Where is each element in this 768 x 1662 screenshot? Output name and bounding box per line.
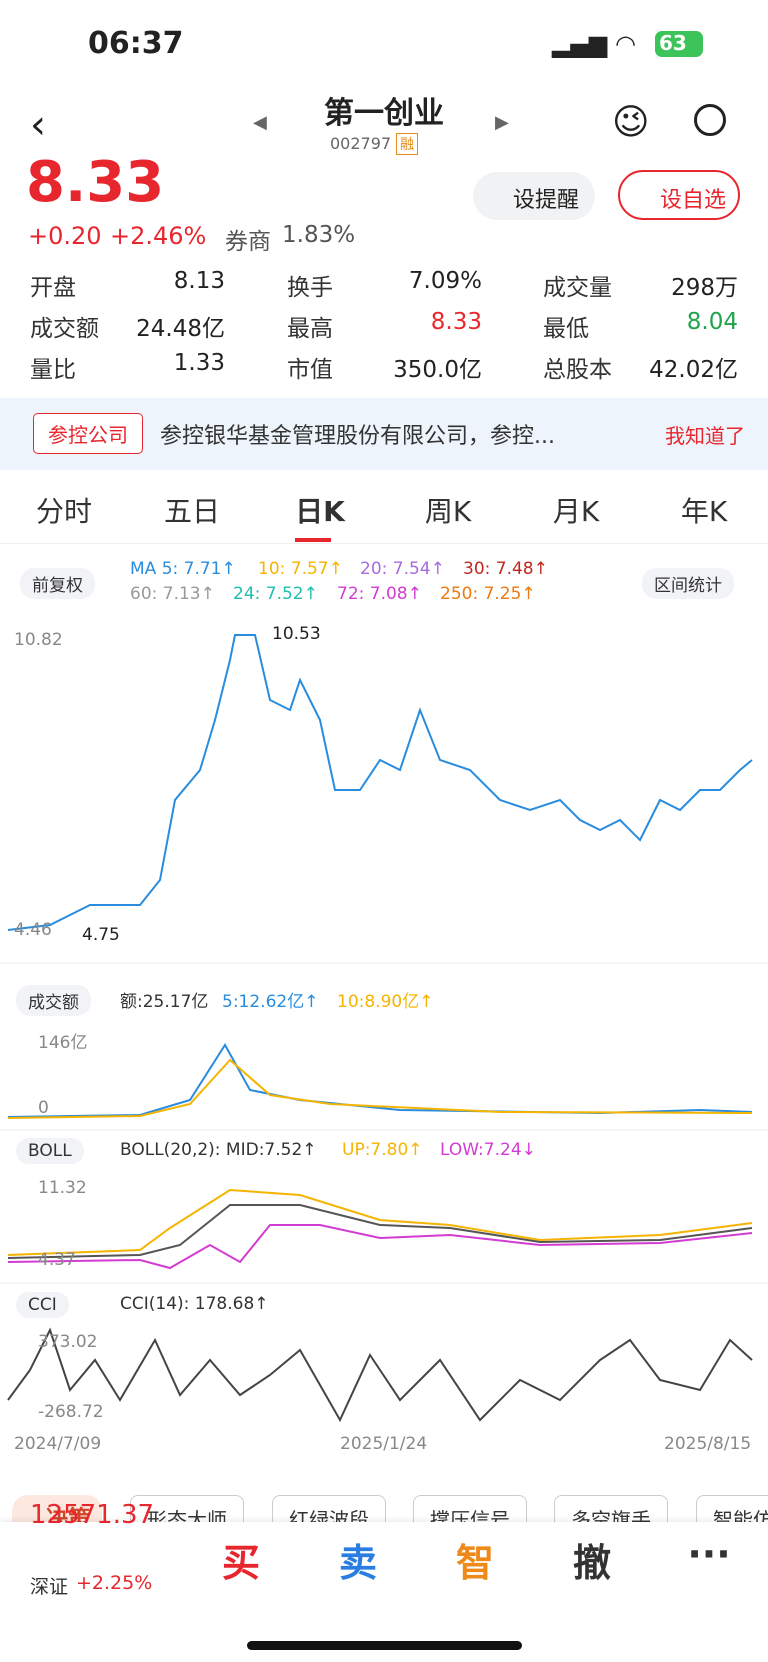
- ma-value: 60: 7.13↑: [130, 584, 215, 604]
- period-tab[interactable]: 五日: [163, 495, 220, 528]
- price-line: [7, 634, 753, 931]
- axis-top: 373.02: [38, 1332, 98, 1352]
- axis-top: 146亿: [38, 1033, 88, 1053]
- stat-label: 成交额: [30, 316, 99, 342]
- watch-button[interactable]: 设自选: [618, 170, 740, 220]
- search[interactable]: [694, 104, 726, 136]
- boll-low: [7, 1224, 753, 1270]
- alert-button[interactable]: 设提醒: [473, 172, 595, 220]
- indicator-selector[interactable]: BOLL: [16, 1138, 84, 1164]
- indicator-value: CCI(14): 178.68↑: [120, 1294, 269, 1314]
- date-label: 2025/1/24: [340, 1434, 428, 1454]
- stock-name: 第一创业: [324, 96, 444, 131]
- divider: [0, 543, 768, 544]
- back-button[interactable]: ‹: [30, 102, 46, 148]
- period-tab[interactable]: 日K: [295, 495, 345, 528]
- change-pct: +2.46%: [110, 222, 207, 250]
- boll-up: [7, 1188, 753, 1256]
- index-change: +2.25%: [76, 1572, 153, 1594]
- banner-tag: 参控公司: [33, 413, 143, 454]
- low-label: 4.75: [82, 925, 120, 945]
- ma-value: 250: 7.25↑: [440, 584, 536, 604]
- indicator-value: UP:7.80↑: [342, 1140, 423, 1160]
- axis-bottom: 4.46: [14, 920, 52, 940]
- axis-bottom: 0: [38, 1098, 49, 1118]
- bottom-bar: [0, 1522, 768, 1662]
- axis-bottom: -268.72: [38, 1402, 104, 1422]
- boll-mid: [7, 1204, 753, 1259]
- sector: 券商: [225, 229, 271, 255]
- indicator-value: 10:8.90亿↑: [337, 992, 434, 1012]
- ma-value: 30: 7.48↑: [463, 559, 548, 579]
- clock: 06:37: [88, 26, 184, 61]
- banner-text[interactable]: 参控银华基金管理股份有限公司，参控...: [160, 424, 555, 449]
- change: +0.20: [28, 222, 102, 250]
- stat-value: 8.04: [686, 309, 738, 335]
- stat-label: 最高: [287, 316, 333, 342]
- mascot[interactable]: 😉: [612, 102, 650, 143]
- axis-top: 11.32: [38, 1178, 87, 1198]
- cci-line: [7, 1327, 753, 1423]
- prev-stock[interactable]: ◀: [253, 112, 267, 133]
- signal: ▂▄▆ ◠: [552, 30, 636, 58]
- axis-top: 10.82: [14, 630, 63, 650]
- period-tab[interactable]: 月K: [552, 495, 600, 528]
- index-value: 12571.37: [30, 1500, 155, 1530]
- battery: 63: [655, 31, 703, 57]
- trade-action[interactable]: 卖: [338, 1541, 377, 1585]
- indicator-value: 5:12.62亿↑: [222, 992, 319, 1012]
- stat-value: 24.48亿: [136, 316, 225, 342]
- stat-label: 换手: [287, 275, 333, 301]
- indicator-value: 额:25.17亿: [120, 992, 209, 1012]
- period-tab[interactable]: 年K: [680, 495, 728, 528]
- stat-label: 最低: [543, 316, 589, 342]
- stat-label: 总股本: [543, 357, 612, 383]
- trade-action[interactable]: ···: [687, 1532, 731, 1576]
- margin-tag: 融: [396, 133, 418, 155]
- ma-value: 10: 7.57↑: [258, 559, 343, 579]
- ma-value: 72: 7.08↑: [337, 584, 422, 604]
- stat-value: 298万: [671, 275, 738, 301]
- indicator-selector[interactable]: CCI: [16, 1292, 69, 1318]
- stat-value: 1.33: [173, 350, 225, 376]
- date-label: 2025/8/15: [664, 1434, 752, 1454]
- ma-value: MA 5: 7.71↑: [130, 559, 236, 579]
- stat-label: 开盘: [30, 275, 76, 301]
- home-indicator: [247, 1641, 522, 1650]
- stat-value: 350.0亿: [393, 357, 482, 383]
- indicator-value: LOW:7.24↓: [440, 1140, 536, 1160]
- index-name: 深证: [30, 1576, 69, 1598]
- date-label: 2024/7/09: [14, 1434, 102, 1454]
- price: 8.33: [26, 150, 165, 215]
- trade-action[interactable]: 智: [455, 1541, 494, 1585]
- period-tab[interactable]: 周K: [424, 495, 472, 528]
- indicator-value: BOLL(20,2): MID:7.52↑: [120, 1140, 317, 1160]
- sector-pct: 1.83%: [282, 222, 356, 248]
- banner-dismiss[interactable]: 我知道了: [665, 424, 745, 448]
- stat-value: 8.13: [173, 268, 225, 294]
- stat-value: 8.33: [430, 309, 482, 335]
- trade-action[interactable]: 买: [221, 1541, 260, 1585]
- axis-bottom: 4.37: [38, 1250, 76, 1270]
- stock-code: 002797: [330, 134, 392, 153]
- price-type[interactable]: 前复权: [20, 568, 95, 599]
- trade-action[interactable]: 撤: [572, 1541, 611, 1585]
- stat-label: 成交量: [543, 275, 612, 301]
- period-tab[interactable]: 分时: [35, 495, 92, 528]
- stat-value: 7.09%: [408, 268, 482, 294]
- volume-ma10: [7, 1058, 753, 1119]
- high-label: 10.53: [272, 624, 321, 644]
- range-stat[interactable]: 区间统计: [642, 568, 734, 599]
- ma-value: 24: 7.52↑: [233, 584, 318, 604]
- stat-label: 市值: [287, 357, 333, 383]
- stat-value: 42.02亿: [649, 357, 738, 383]
- next-stock[interactable]: ▶: [495, 112, 509, 133]
- ma-value: 20: 7.54↑: [360, 559, 445, 579]
- stat-label: 量比: [30, 357, 76, 383]
- indicator-selector[interactable]: 成交额: [16, 985, 91, 1016]
- tab-underline: [295, 538, 331, 542]
